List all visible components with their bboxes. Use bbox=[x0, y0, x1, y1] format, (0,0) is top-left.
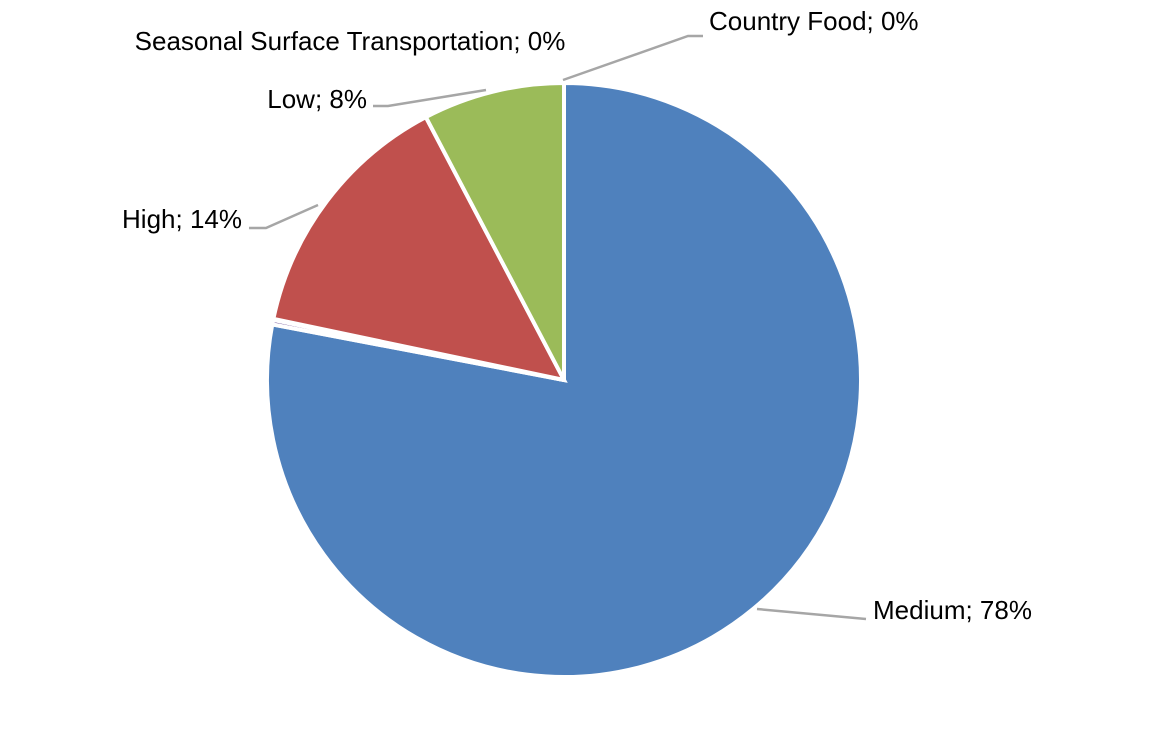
data-label-medium: Medium; 78% bbox=[873, 595, 1032, 625]
data-label-country-food: Country Food; 0% bbox=[709, 6, 919, 36]
data-label-high: High; 14% bbox=[122, 204, 242, 234]
pie-slice-low bbox=[423, 80, 566, 381]
data-label-low: Low; 8% bbox=[267, 84, 367, 114]
leader-line-high bbox=[249, 203, 319, 230]
data-labels: Medium; 78% Country Food; 0% Seasonal Surf… bbox=[122, 6, 1032, 625]
data-label-seasonal-surface-transportation: Seasonal Surface Transportation; 0% bbox=[135, 26, 566, 56]
pie-slice-high bbox=[270, 114, 568, 383]
leader-line-low bbox=[373, 88, 487, 108]
leader-line-country-food bbox=[562, 34, 703, 82]
leader-lines bbox=[249, 34, 867, 621]
pie-slices bbox=[265, 80, 863, 679]
leader-line-medium bbox=[756, 607, 867, 621]
pie-slice-medium bbox=[265, 80, 863, 679]
